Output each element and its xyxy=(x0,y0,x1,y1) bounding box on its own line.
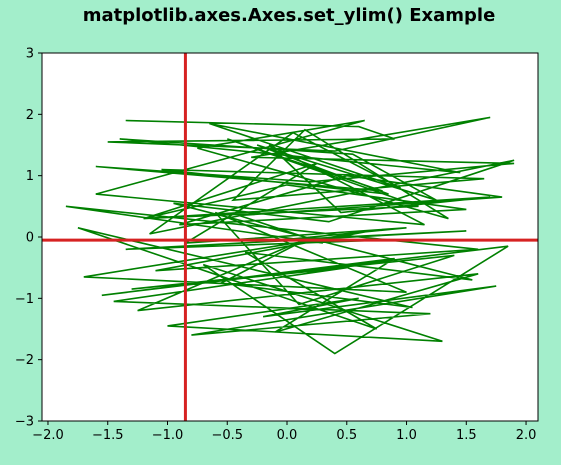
x-axis-ticks: −2.0 −1.5 −1.0 −0.5 0.0 0.5 1.0 1.5 2.0 xyxy=(32,421,536,443)
x-tick-label: 0.5 xyxy=(336,428,357,443)
y-axis-ticks: −3 −2 −1 0 1 2 3 xyxy=(15,47,42,430)
y-tick-label: −3 xyxy=(15,415,34,430)
x-tick-label: −2.0 xyxy=(32,428,64,443)
y-tick-label: 0 xyxy=(26,231,34,246)
plot-area xyxy=(42,53,538,421)
x-tick-label: 1.0 xyxy=(396,428,417,443)
x-tick-label: −1.0 xyxy=(152,428,184,443)
x-tick-label: −1.5 xyxy=(92,428,124,443)
y-tick-label: 1 xyxy=(26,169,34,184)
x-tick-label: 0.0 xyxy=(277,428,298,443)
y-tick-label: 2 xyxy=(26,108,34,123)
x-tick-label: 1.5 xyxy=(456,428,477,443)
x-tick-label: 2.0 xyxy=(516,428,537,443)
y-tick-label: 3 xyxy=(26,47,34,62)
series-line-1 xyxy=(65,116,515,355)
series-layer xyxy=(65,116,515,355)
chart-title: matplotlib.axes.Axes.set_ylim() Example xyxy=(83,5,496,26)
y-tick-label: −1 xyxy=(15,292,34,307)
x-tick-label: −0.5 xyxy=(211,428,243,443)
y-tick-label: −2 xyxy=(15,353,34,368)
reference-lines xyxy=(42,53,538,421)
